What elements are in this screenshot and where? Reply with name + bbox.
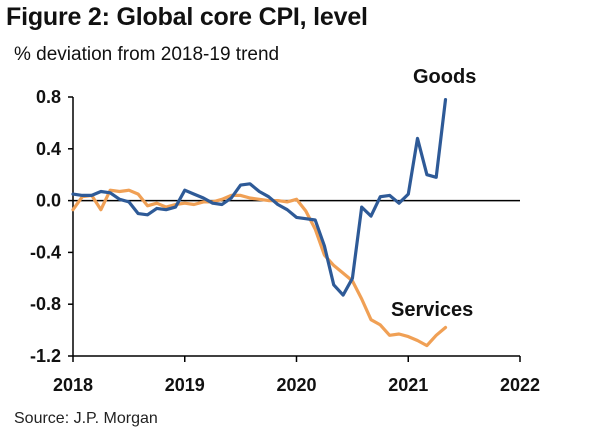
series-lines [71,97,448,348]
series-line-goods [71,97,448,297]
y-tick-label: -0.8 [30,294,61,314]
x-tick-label: 2018 [53,375,93,395]
y-tick-label: -1.2 [30,346,61,366]
x-tick-label: 2022 [500,375,540,395]
series-line-services [71,188,448,348]
series-label-services: Services [391,299,473,321]
x-tick-label: 2020 [276,375,316,395]
series-label-goods: Goods [413,66,476,88]
chart-subtitle: % deviation from 2018-19 trend [14,44,280,65]
y-tick-label: 0.4 [36,139,61,159]
x-tick-label: 2019 [165,375,205,395]
y-tick-label: -0.4 [30,242,61,262]
x-tick-label: 2021 [388,375,428,395]
y-tick-label: 0.0 [36,191,61,211]
axes [68,96,521,362]
chart-source: Source: J.P. Morgan [14,410,158,427]
chart-title: Figure 2: Global core CPI, level [6,3,368,31]
tick-labels: 0.8 0.4 0.0 -0.4 -0.8 -1.2 2018 2019 2020 2021 202… [30,66,540,395]
y-tick-label: 0.8 [36,87,61,107]
